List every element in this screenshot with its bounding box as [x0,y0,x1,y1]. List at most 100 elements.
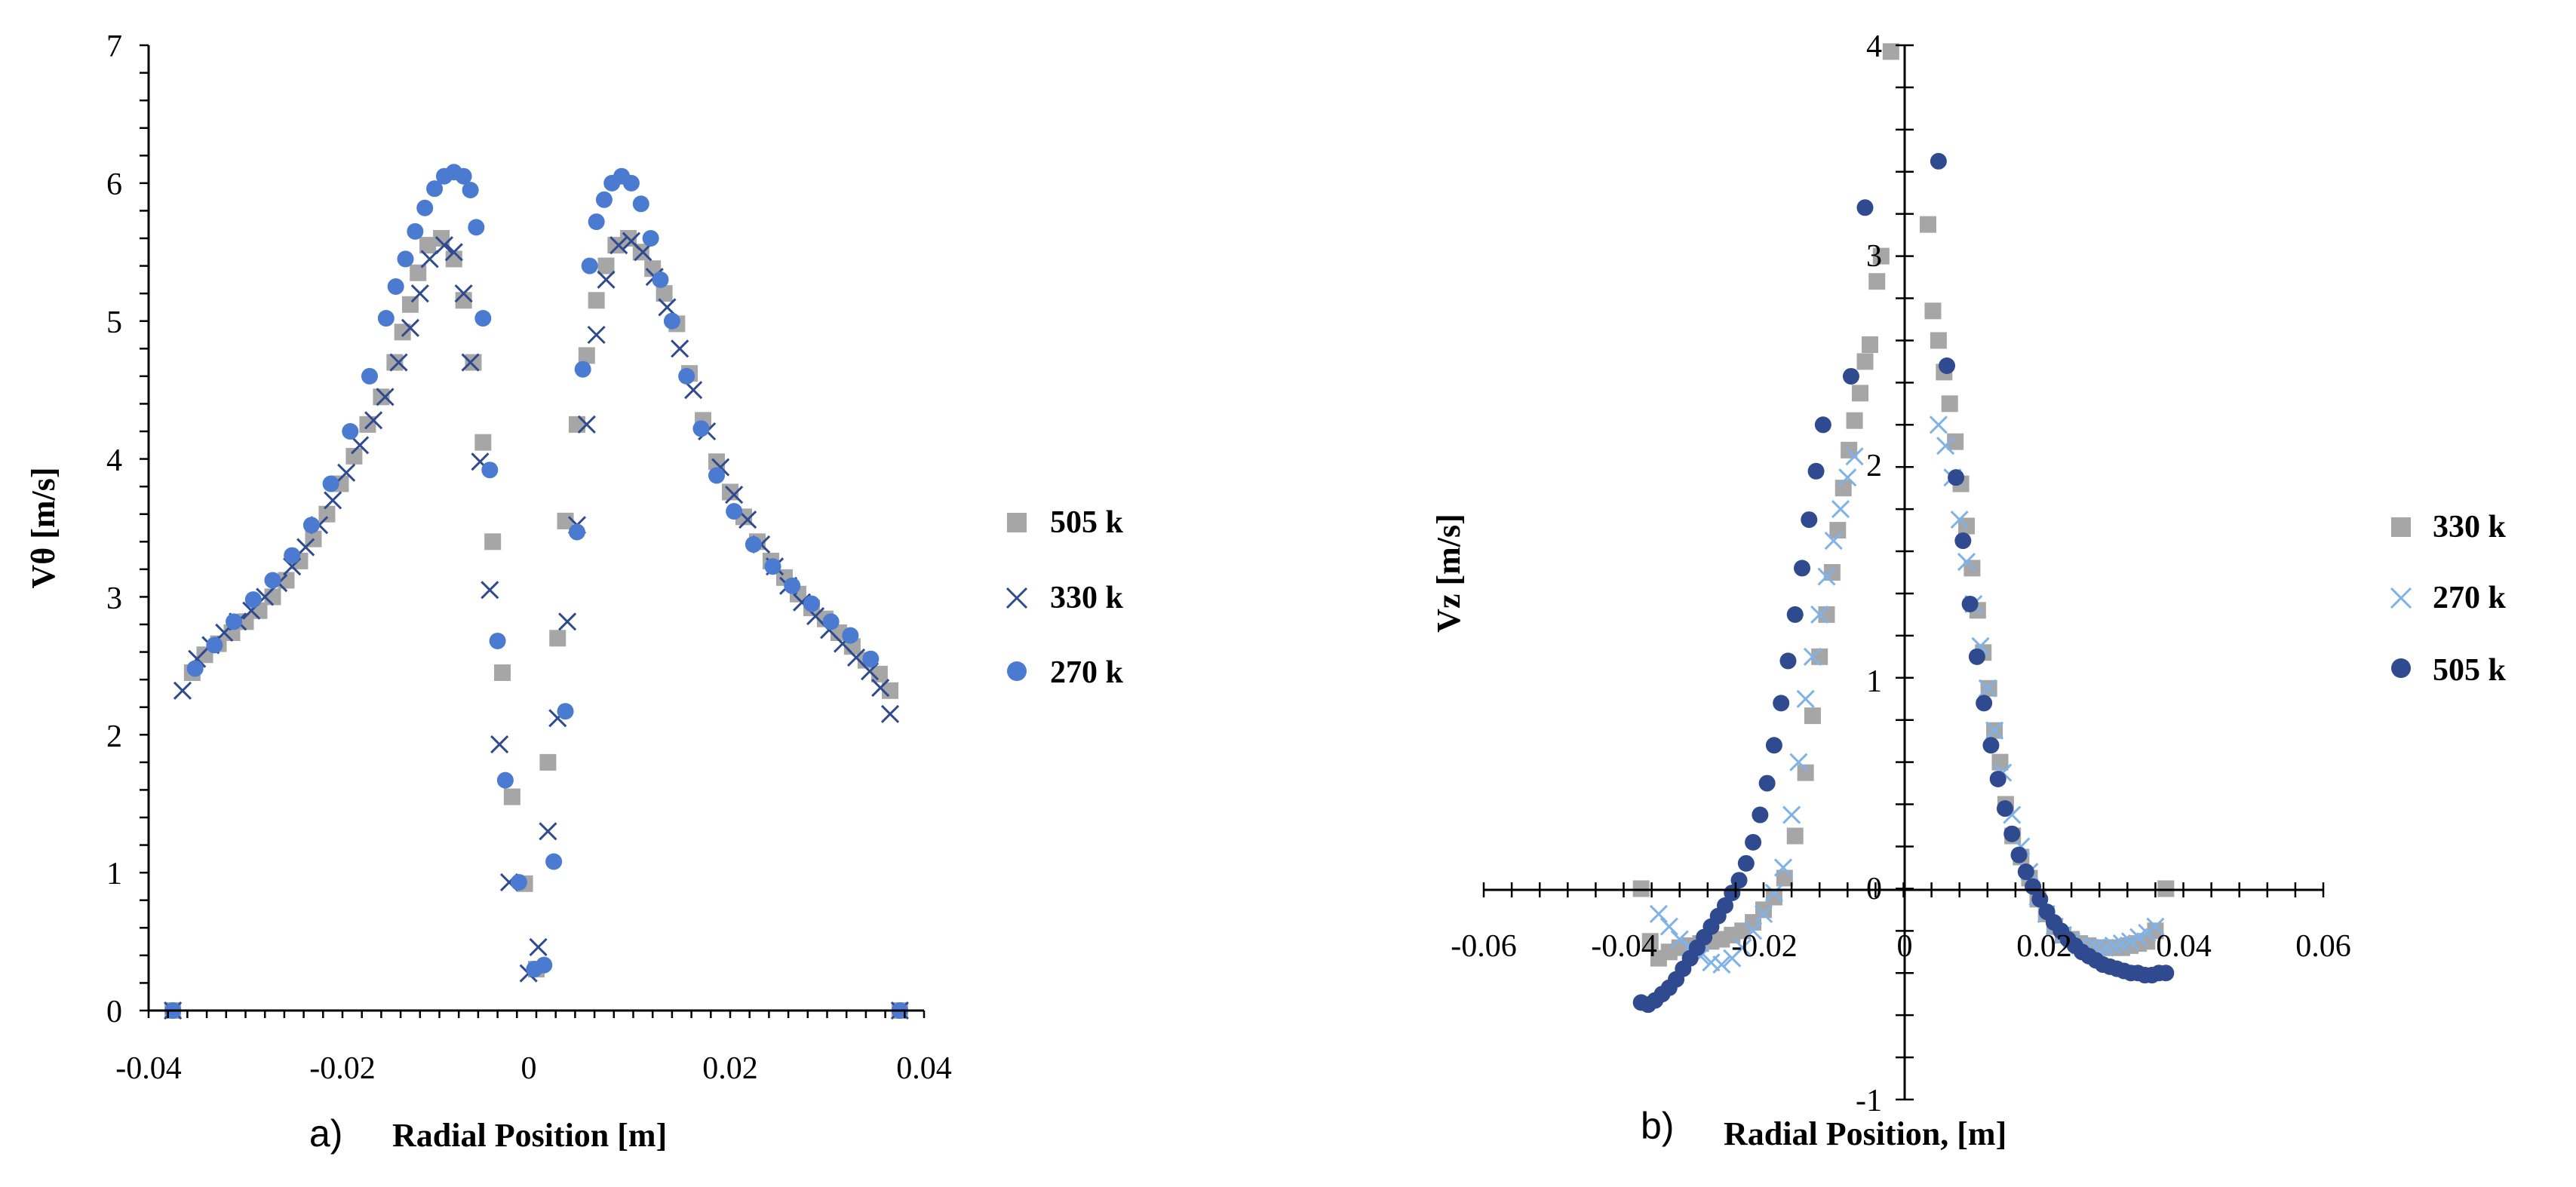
chart-a-series-270k-point [622,174,640,192]
chart-a-xtick-label: 0 [521,1051,537,1086]
chart-a-series-330k-point [529,937,548,956]
chart-b-series-270k-point [1929,416,1948,434]
chart-b-series-505k-point [1814,416,1831,434]
chart-b-series-270k-point [1796,689,1815,708]
chart-b-series-270k-point [1810,605,1829,624]
chart-b-series-505k-point [1730,872,1748,889]
chart-b-series-270k-point [1817,567,1836,586]
chart-b-series-505k-point [1807,462,1825,480]
chart-b-series-270k-point [1789,753,1808,771]
chart-b-series-270k-point [1936,437,1955,455]
chart-a-series-330k-point [634,243,652,262]
chart-b-xtick-label: 0.06 [2295,929,2351,964]
chart-b-series-270k-point [1660,917,1678,936]
chart-a-series-505k-point [607,237,625,254]
chart-a-series-270k-point [510,873,527,891]
chart-b-xtick-label: 0.04 [2156,929,2212,964]
chart-b-x-axis-title: Radial Position, [m] [1724,1115,2006,1152]
chart-a-series-270k-point [581,257,598,275]
chart-a-xtick-label: 0.04 [896,1051,952,1086]
chart-a-ytick-label: 0 [106,995,122,1029]
chart-b-series-270k-point [1744,922,1763,940]
chart-b-series-330k-point [1941,395,1958,413]
chart-a-series-270k-point [361,367,378,385]
chart-b-series-270k-point [1838,468,1857,487]
chart-b-series-330k-point [1856,353,1874,370]
chart-a-series-330k-point [587,325,606,345]
chart-a-series-270k-point [226,613,243,630]
chart-a-series-505k-point [386,354,404,371]
chart-a-y-axis-title: Vθ [m/s] [25,467,62,588]
chart-a-series-270k-point [642,230,659,247]
chart-a-series-330k-point [671,339,689,358]
chart-b-series-505k-point [1968,648,1985,665]
chart-a-ytick-label: 5 [106,305,122,340]
chart-b-series-270k-point [1782,805,1801,824]
chart-b-series-330k-point [1919,216,1936,233]
chart-b-series-330k-point [1868,273,1886,290]
chart-a-series-330k-point [324,491,342,510]
chart-a-series-270k-point [708,467,726,484]
chart-a-series-270k-point [186,660,204,677]
chart-b-series-330k-point [1947,433,1964,450]
chart-b-series-505k-point [1758,774,1776,792]
chart-a-series-330k-point [410,284,429,303]
chart-b-series-330k-point [1882,43,1899,60]
chart-b-ticks [1482,44,2325,1101]
chart-a-series-330k-point [376,388,395,406]
chart-a-series-330k-point [461,353,480,372]
chart-a-legend-marker [1007,661,1027,681]
chart-a-series-270k-point [692,420,710,437]
chart-a-series-270k-point [574,360,591,378]
chart-a-series-270k-point [489,632,506,649]
chart-a-series-270k-point [764,558,781,575]
chart-b-series-330k-point [1797,764,1814,781]
chart-b-series-330k-point [1924,302,1942,320]
chart-b-series-330k-point [1755,901,1772,919]
chart-a-series-270k-point [455,167,472,185]
chart-b-legend-marker [2391,517,2411,537]
chart-b-series-505k-point [1779,652,1797,670]
chart-b-plot-area [1632,43,2175,1014]
chart-a-series-505k-point [568,416,585,433]
chart-a-legend-label: 505 k [1050,505,1124,540]
chart-a-series-330k-point [609,236,628,255]
chart-a-plot-area [164,164,909,1020]
chart-b-series-505k-point [1786,606,1804,623]
chart-b-series-505k-point [1752,806,1769,824]
chart-a-series-330k-point [871,679,890,698]
chart-b-series-505k-point [1737,854,1755,872]
chart-a-series-270k-point [545,853,563,870]
chart-b-series-270k-point [1845,447,1864,466]
chart-a-series-505k-point [410,264,427,281]
chart-b-series-505k-point [1716,897,1733,914]
chart-a-series-505k-point [264,588,281,606]
chart-b-ytick-label: -1 [1856,1084,1882,1118]
chart-b-series-330k-point [1872,247,1890,265]
chart-b-series-330k-point [1829,522,1847,539]
chart-a-legend-label: 330 k [1050,581,1124,615]
chart-b-legend: 330 k 270 k 505 k [2390,510,2507,688]
chart-b-series-330k-point [1804,707,1821,725]
chart-b-xtick-label: 0 [1897,929,1913,964]
chart-b-series-270k-point [1957,552,1976,572]
chart-b-series-270k-point [1670,930,1689,949]
chart-a-series-505k-point [549,630,566,647]
chart-a-series-505k-point [539,753,557,771]
chart-a-ytick-label: 3 [106,581,122,616]
chart-b-series-505k-point [1976,695,1993,712]
chart-b-series-270k-point [1733,938,1752,957]
chart-a-ticks [140,44,926,1018]
chart-a-series-270k-point [397,250,414,268]
chart-a-series-505k-point [419,237,437,254]
chart-a-series-270k-point [557,703,574,720]
chart-b-series-505k-point [1948,469,1965,486]
chart-a-series-270k-point [481,462,499,479]
chart-b-series-330k-point [1846,412,1863,429]
chart-a-series-330k-point [444,243,463,262]
chart-b-ytick-label: 4 [1866,29,1882,64]
chart-a-series-330k-point [420,250,439,268]
chart-a-series-505k-point [578,347,595,364]
chart-b-series-330k-point [1641,933,1659,950]
chart-b-legend-label: 505 k [2433,653,2507,688]
